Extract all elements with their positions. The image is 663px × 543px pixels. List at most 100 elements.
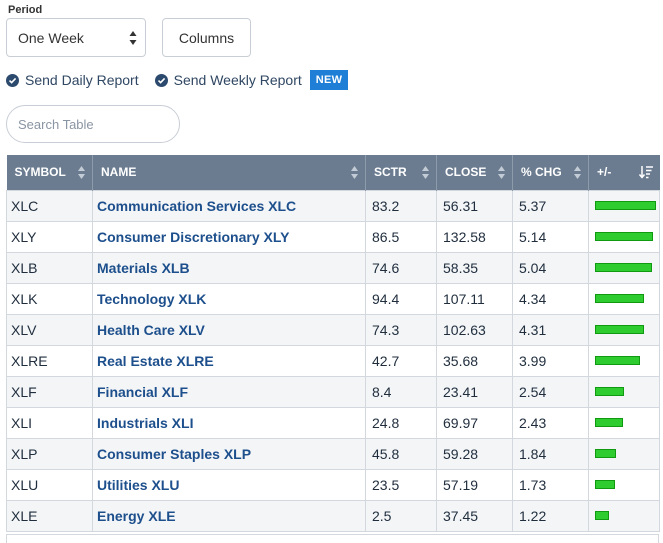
period-label: Period bbox=[8, 4, 43, 16]
change-bar bbox=[595, 294, 644, 303]
column-header-plus-minus[interactable]: +/- bbox=[588, 155, 660, 190]
column-header-symbol[interactable]: SYMBOL bbox=[6, 155, 93, 190]
table-row-partial bbox=[6, 534, 659, 543]
sctr-cell: 94.4 bbox=[365, 282, 437, 315]
table-header-row: SYMBOL NAME SCTR CLOSE % CHG +/- bbox=[6, 155, 660, 190]
name-link[interactable]: Consumer Staples XLP bbox=[92, 437, 366, 470]
name-link[interactable]: Industrials XLI bbox=[92, 406, 366, 439]
pct-chg-cell: 5.14 bbox=[512, 220, 589, 253]
name-link[interactable]: Consumer Discretionary XLY bbox=[92, 220, 366, 253]
pct-chg-cell: 1.73 bbox=[512, 468, 589, 501]
sctr-cell: 74.3 bbox=[365, 313, 437, 346]
table-row[interactable]: XLP Consumer Staples XLP 45.8 59.28 1.84 bbox=[6, 437, 660, 470]
name-link[interactable]: Communication Services XLC bbox=[92, 189, 366, 222]
name-link[interactable]: Materials XLB bbox=[92, 251, 366, 284]
change-bar-cell bbox=[588, 344, 660, 377]
close-cell: 69.97 bbox=[436, 406, 513, 439]
change-bar bbox=[595, 201, 656, 210]
change-bar bbox=[595, 325, 644, 334]
sctr-cell: 2.5 bbox=[365, 499, 437, 532]
table-row[interactable]: XLY Consumer Discretionary XLY 86.5 132.58 5… bbox=[6, 220, 660, 253]
symbol-cell: XLY bbox=[6, 220, 93, 253]
name-link[interactable]: Financial XLF bbox=[92, 375, 366, 408]
close-cell: 102.63 bbox=[436, 313, 513, 346]
symbol-cell: XLC bbox=[6, 189, 93, 222]
change-bar-cell bbox=[588, 375, 660, 408]
sort-descending-icon bbox=[638, 166, 653, 179]
columns-button[interactable]: Columns bbox=[162, 18, 251, 57]
check-circle-icon bbox=[154, 73, 168, 87]
column-header-pct-chg[interactable]: % CHG bbox=[512, 155, 589, 190]
column-header-sctr[interactable]: SCTR bbox=[365, 155, 437, 190]
search-table-input[interactable] bbox=[6, 105, 180, 143]
pct-chg-cell: 5.37 bbox=[512, 189, 589, 222]
name-link[interactable]: Real Estate XLRE bbox=[92, 344, 366, 377]
sctr-cell: 23.5 bbox=[365, 468, 437, 501]
sctr-cell: 86.5 bbox=[365, 220, 437, 253]
table-row[interactable]: XLC Communication Services XLC 83.2 56.31 5.… bbox=[6, 189, 660, 222]
table-row[interactable]: XLE Energy XLE 2.5 37.45 1.22 bbox=[6, 499, 660, 532]
pct-chg-cell: 1.22 bbox=[512, 499, 589, 532]
send-weekly-report-option[interactable]: Send Weekly Report bbox=[154, 72, 302, 88]
period-selected-value: One Week bbox=[18, 29, 84, 46]
table-row[interactable]: XLK Technology XLK 94.4 107.11 4.34 bbox=[6, 282, 660, 315]
change-bar-cell bbox=[588, 220, 660, 253]
select-arrows-icon bbox=[129, 31, 137, 45]
new-badge: NEW bbox=[309, 70, 349, 90]
column-header-label: % CHG bbox=[521, 165, 562, 180]
table-row[interactable]: XLV Health Care XLV 74.3 102.63 4.31 bbox=[6, 313, 660, 346]
table-row[interactable]: XLRE Real Estate XLRE 42.7 35.68 3.99 bbox=[6, 344, 660, 377]
column-header-name[interactable]: NAME bbox=[92, 155, 366, 190]
period-select[interactable]: One Week bbox=[6, 18, 146, 57]
column-header-label: SYMBOL bbox=[14, 165, 66, 180]
change-bar-cell bbox=[588, 282, 660, 315]
sort-arrows-icon bbox=[422, 166, 429, 179]
pct-chg-cell: 2.43 bbox=[512, 406, 589, 439]
pct-chg-cell: 1.84 bbox=[512, 437, 589, 470]
name-link[interactable]: Utilities XLU bbox=[92, 468, 366, 501]
close-cell: 59.28 bbox=[436, 437, 513, 470]
column-header-label: SCTR bbox=[374, 165, 407, 180]
table-row[interactable]: XLU Utilities XLU 23.5 57.19 1.73 bbox=[6, 468, 660, 501]
close-cell: 107.11 bbox=[436, 282, 513, 315]
symbol-cell: XLE bbox=[6, 499, 93, 532]
change-bar-cell bbox=[588, 251, 660, 284]
pct-chg-cell: 2.54 bbox=[512, 375, 589, 408]
close-cell: 23.41 bbox=[436, 375, 513, 408]
send-daily-report-label: Send Daily Report bbox=[25, 72, 139, 88]
change-bar-cell bbox=[588, 313, 660, 346]
column-header-close[interactable]: CLOSE bbox=[436, 155, 513, 190]
sctr-cell: 83.2 bbox=[365, 189, 437, 222]
sort-arrows-icon bbox=[574, 166, 581, 179]
table-row[interactable]: XLI Industrials XLI 24.8 69.97 2.43 bbox=[6, 406, 660, 439]
report-options: Send Daily Report Send Weekly Report NEW bbox=[6, 70, 349, 90]
symbol-cell: XLF bbox=[6, 375, 93, 408]
close-cell: 132.58 bbox=[436, 220, 513, 253]
check-circle-icon bbox=[6, 73, 19, 87]
pct-chg-cell: 4.34 bbox=[512, 282, 589, 315]
symbol-cell: XLI bbox=[6, 406, 93, 439]
change-bar bbox=[595, 511, 609, 520]
change-bar bbox=[595, 356, 640, 365]
symbol-cell: XLP bbox=[6, 437, 93, 470]
sort-arrows-icon bbox=[498, 166, 505, 179]
sort-arrows-icon bbox=[78, 166, 85, 179]
change-bar-cell bbox=[588, 189, 660, 222]
pct-chg-cell: 5.04 bbox=[512, 251, 589, 284]
sctr-cell: 74.6 bbox=[365, 251, 437, 284]
change-bar bbox=[595, 480, 615, 489]
close-cell: 58.35 bbox=[436, 251, 513, 284]
table-row[interactable]: XLB Materials XLB 74.6 58.35 5.04 bbox=[6, 251, 660, 284]
change-bar-cell bbox=[588, 499, 660, 532]
sctr-cell: 42.7 bbox=[365, 344, 437, 377]
symbol-cell: XLRE bbox=[6, 344, 93, 377]
close-cell: 35.68 bbox=[436, 344, 513, 377]
name-link[interactable]: Technology XLK bbox=[92, 282, 366, 315]
close-cell: 57.19 bbox=[436, 468, 513, 501]
name-link[interactable]: Health Care XLV bbox=[92, 313, 366, 346]
sctr-cell: 45.8 bbox=[365, 437, 437, 470]
table-row[interactable]: XLF Financial XLF 8.4 23.41 2.54 bbox=[6, 375, 660, 408]
send-daily-report-option[interactable]: Send Daily Report bbox=[6, 72, 139, 88]
sort-arrows-icon bbox=[351, 166, 358, 179]
name-link[interactable]: Energy XLE bbox=[92, 499, 366, 532]
